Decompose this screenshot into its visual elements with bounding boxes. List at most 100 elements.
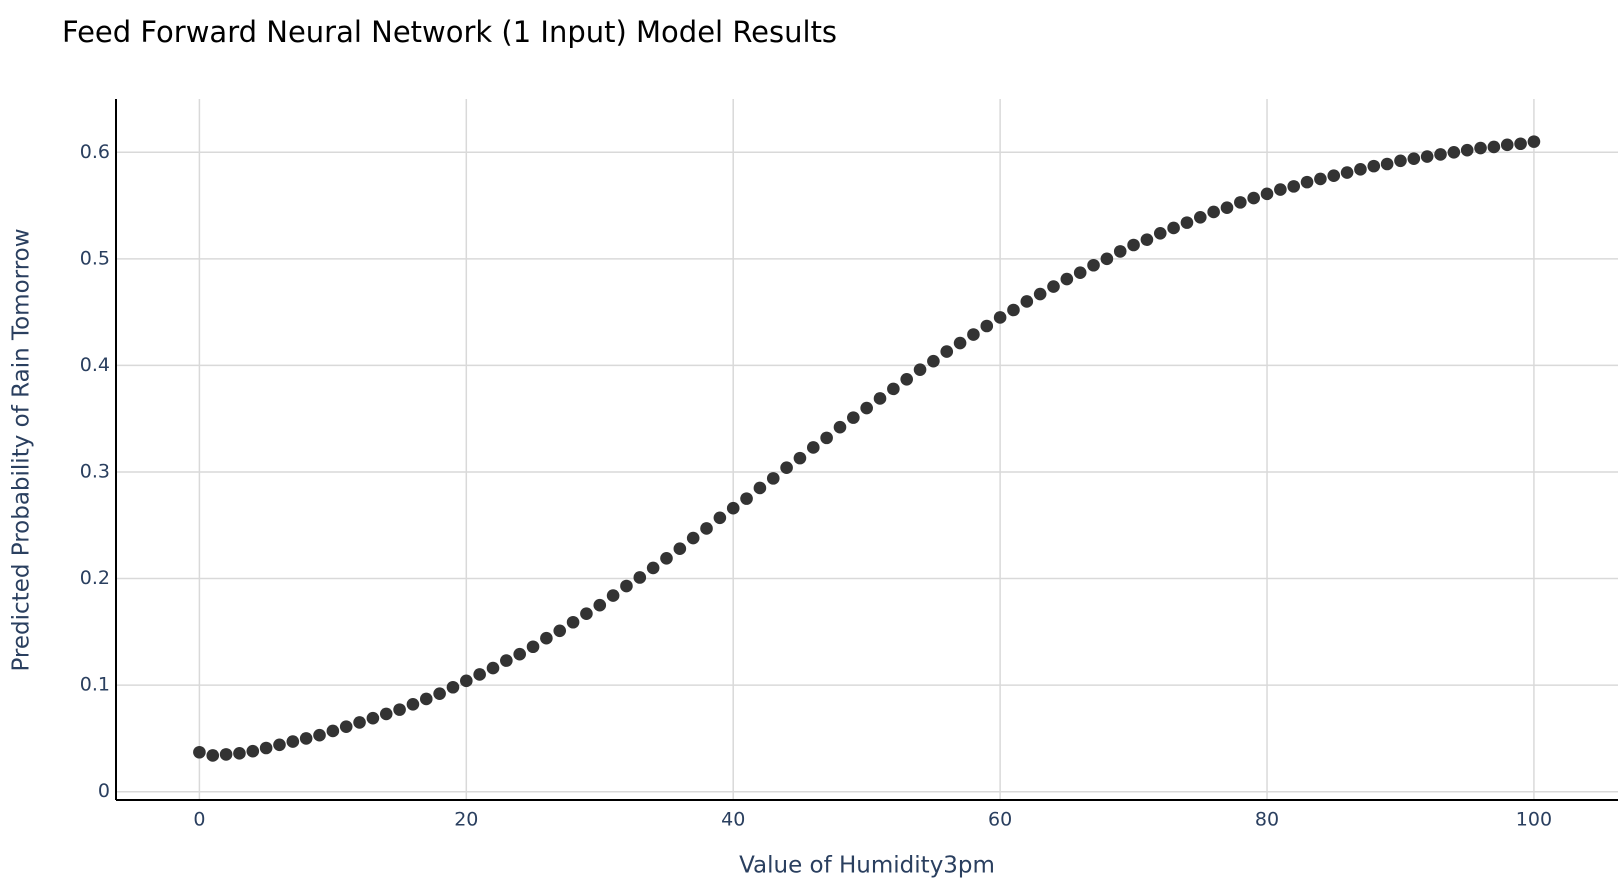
point: [1514, 137, 1527, 151]
point: [379, 707, 393, 721]
point: [953, 336, 967, 350]
point: [313, 728, 326, 742]
point: [766, 472, 780, 485]
point: [726, 501, 740, 515]
point: [620, 579, 633, 593]
point: [1487, 140, 1501, 154]
point: [486, 661, 500, 675]
point: [206, 749, 220, 762]
point: [1327, 169, 1341, 183]
point: [273, 738, 286, 752]
point: [1260, 187, 1274, 201]
point: [1140, 233, 1154, 246]
y-tick-label: 0.3: [80, 460, 110, 482]
x-tick-label: 100: [1516, 809, 1552, 831]
point: [847, 411, 860, 424]
point: [246, 744, 260, 758]
point: [593, 598, 607, 612]
point: [887, 382, 900, 396]
point: [686, 531, 700, 545]
point: [540, 631, 553, 645]
point: [513, 647, 526, 661]
point: [526, 640, 540, 654]
point: [673, 542, 687, 556]
point: [553, 624, 567, 638]
point: [1100, 252, 1114, 266]
point: [406, 698, 420, 711]
point: [1527, 135, 1541, 148]
y-tick-label: 0: [98, 780, 110, 802]
x-axis-title: Value of Humidity3pm: [739, 853, 995, 879]
point: [1234, 196, 1247, 209]
point: [1113, 245, 1127, 258]
point: [860, 401, 873, 415]
point: [1167, 221, 1180, 235]
point: [713, 511, 727, 525]
point: [446, 680, 460, 694]
point: [1447, 145, 1461, 159]
point: [1127, 238, 1140, 252]
point: [1020, 295, 1034, 308]
chart-title: Feed Forward Neural Network (1 Input) Mo…: [62, 15, 837, 49]
point: [1220, 201, 1234, 214]
point: [1500, 138, 1514, 152]
point: [1073, 266, 1087, 280]
point: [993, 311, 1007, 324]
point: [646, 561, 660, 575]
point: [660, 552, 673, 565]
point: [633, 571, 647, 584]
point: [460, 674, 473, 688]
point: [1340, 166, 1354, 179]
point: [433, 687, 446, 700]
point: [873, 392, 887, 405]
point: [1247, 191, 1260, 205]
point: [1274, 183, 1287, 196]
point: [1380, 157, 1394, 171]
point: [1287, 180, 1301, 193]
x-tick-label: 0: [193, 809, 205, 831]
x-tick-label: 80: [1255, 809, 1279, 831]
point: [419, 692, 433, 706]
point: [233, 747, 246, 760]
point: [740, 492, 753, 505]
point: [700, 522, 713, 535]
point: [580, 607, 593, 621]
point: [366, 711, 380, 725]
point: [940, 345, 954, 358]
point: [259, 741, 273, 755]
y-axis-title: Predicted Probability of Rain Tomorrow: [9, 228, 35, 671]
point: [967, 328, 980, 341]
point: [1460, 143, 1474, 157]
point: [1300, 175, 1314, 189]
point: [780, 461, 793, 475]
point: [1314, 172, 1327, 186]
point: [1367, 159, 1381, 173]
point: [286, 735, 300, 748]
point: [219, 748, 233, 761]
point: [913, 363, 927, 376]
point: [1394, 154, 1407, 168]
point: [193, 745, 206, 759]
point: [1047, 280, 1060, 293]
point: [1033, 287, 1047, 301]
point: [339, 720, 353, 733]
y-tick-label: 0.5: [80, 247, 110, 269]
point: [793, 451, 807, 465]
point: [1007, 303, 1020, 317]
point: [1180, 216, 1194, 229]
point: [1434, 148, 1447, 161]
point: [1153, 226, 1167, 240]
x-tick-label: 40: [721, 809, 745, 831]
point: [1060, 272, 1074, 286]
point: [500, 654, 513, 667]
point: [753, 481, 767, 495]
point: [1407, 152, 1421, 165]
point: [393, 703, 406, 716]
y-tick-label: 0.6: [80, 141, 110, 163]
point: [900, 372, 914, 386]
point: [1193, 210, 1207, 224]
point: [299, 732, 313, 745]
point: [833, 420, 847, 434]
point: [1474, 141, 1487, 155]
